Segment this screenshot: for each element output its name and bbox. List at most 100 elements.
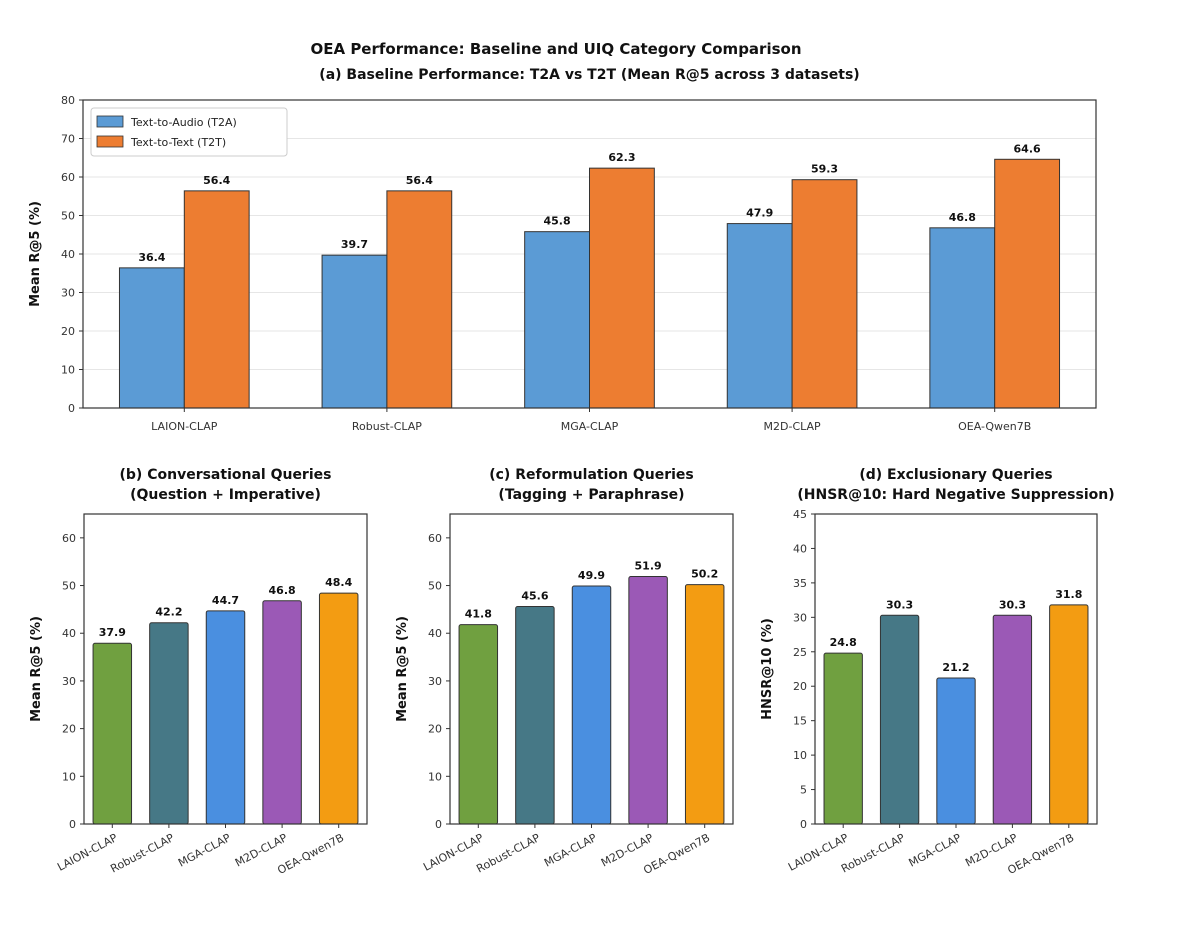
data-label: 48.4 — [325, 576, 352, 589]
data-label: 30.3 — [886, 598, 913, 611]
bar — [929, 227, 996, 409]
bar — [262, 600, 302, 825]
figure-title: OEA Performance: Baseline and UIQ Catego… — [310, 40, 801, 58]
y-tick-label: 40 — [61, 248, 75, 261]
y-tick-label: 40 — [428, 627, 442, 640]
legend-entry: Text-to-Text (T2T) — [130, 136, 226, 149]
data-label: 36.4 — [138, 251, 165, 264]
y-tick-label: 40 — [62, 627, 76, 640]
y-tick-label: 60 — [428, 532, 442, 545]
y-tick-label: 20 — [428, 723, 442, 736]
bar — [149, 622, 189, 825]
y-tick-label: 0 — [800, 818, 807, 831]
y-tick-label: 60 — [61, 171, 75, 184]
bar — [994, 158, 1061, 409]
bar — [1049, 604, 1089, 825]
x-tick-label: MGA-CLAP — [561, 420, 619, 433]
x-tick-label: Robust-CLAP — [108, 831, 176, 876]
plot-frame — [82, 99, 1097, 409]
bar — [458, 624, 499, 825]
data-label: 31.8 — [1055, 588, 1082, 601]
data-label: 56.4 — [406, 174, 433, 187]
x-tick-label: Robust-CLAP — [352, 420, 422, 433]
bar — [628, 575, 668, 825]
y-tick-label: 80 — [61, 94, 75, 107]
data-label: 62.3 — [608, 151, 635, 164]
y-axis-label: Mean R@5 (%) — [395, 616, 410, 722]
chart-title: (HNSR@10: Hard Negative Suppression) — [797, 487, 1114, 503]
bar — [571, 585, 612, 825]
y-tick-label: 50 — [61, 210, 75, 223]
y-tick-label: 10 — [793, 749, 807, 762]
bar — [524, 231, 591, 409]
plot-frame — [814, 513, 1098, 825]
y-tick-label: 30 — [61, 287, 75, 300]
legend-swatch — [96, 135, 124, 148]
y-tick-label: 30 — [62, 675, 76, 688]
data-label: 59.3 — [811, 163, 838, 176]
data-label: 46.8 — [269, 584, 296, 597]
bar — [118, 267, 185, 409]
data-label: 21.2 — [942, 661, 969, 674]
bar — [589, 167, 655, 409]
y-tick-label: 35 — [793, 577, 807, 590]
y-tick-label: 0 — [69, 818, 76, 831]
bar — [386, 190, 453, 409]
y-axis-label: Mean R@5 (%) — [28, 201, 43, 307]
y-tick-label: 20 — [62, 723, 76, 736]
y-tick-label: 0 — [68, 402, 75, 415]
plot-frame — [449, 513, 734, 825]
chart-title: (c) Reformulation Queries — [489, 467, 694, 483]
y-tick-label: 10 — [62, 770, 76, 783]
bar — [515, 606, 555, 825]
chart-title: (b) Conversational Queries — [120, 467, 332, 483]
bar — [318, 592, 359, 825]
chart-reformulation: (c) Reformulation Queries (Tagging + Para… — [395, 467, 734, 877]
y-tick-label: 70 — [61, 133, 75, 146]
bar — [726, 223, 793, 409]
y-tick-label: 20 — [793, 680, 807, 693]
y-axis-label: HNSR@10 (%) — [760, 618, 775, 720]
x-tick-label: LAION-CLAP — [151, 420, 218, 433]
x-tick-label: M2D-CLAP — [764, 420, 822, 433]
y-tick-label: 50 — [428, 580, 442, 593]
chart-title: (d) Exclusionary Queries — [859, 467, 1052, 483]
data-label: 30.3 — [999, 598, 1026, 611]
x-tick-label: MGA-CLAP — [907, 831, 964, 870]
bar — [321, 254, 388, 409]
chart-conversational: (b) Conversational Queries (Question + Im… — [29, 467, 368, 877]
legend: Text-to-Audio (T2A) Text-to-Text (T2T) — [90, 107, 288, 157]
y-tick-label: 45 — [793, 508, 807, 521]
bar — [205, 610, 246, 825]
data-label: 51.9 — [635, 559, 662, 572]
bar — [183, 190, 250, 409]
y-tick-label: 30 — [793, 611, 807, 624]
y-tick-label: 0 — [435, 818, 442, 831]
data-label: 56.4 — [203, 174, 230, 187]
bar — [992, 614, 1033, 825]
data-label: 64.6 — [1014, 142, 1041, 155]
data-label: 41.8 — [465, 608, 492, 621]
data-label: 50.2 — [691, 568, 718, 581]
data-label: 49.9 — [578, 569, 605, 582]
bar — [92, 642, 133, 825]
y-axis-label: Mean R@5 (%) — [29, 616, 44, 722]
data-label: 46.8 — [949, 211, 976, 224]
x-tick-label: Robust-CLAP — [839, 831, 907, 876]
chart-title: (a) Baseline Performance: T2A vs T2T (Me… — [319, 67, 859, 83]
legend-swatch — [96, 115, 124, 128]
chart-baseline: (a) Baseline Performance: T2A vs T2T (Me… — [28, 67, 1097, 433]
plot-frame — [83, 513, 368, 825]
legend-box — [90, 107, 288, 157]
y-tick-label: 10 — [428, 770, 442, 783]
data-label: 45.8 — [544, 215, 571, 228]
y-tick-label: 40 — [793, 542, 807, 555]
y-tick-label: 25 — [793, 646, 807, 659]
bar — [791, 179, 858, 409]
bar — [823, 652, 863, 825]
data-label: 44.7 — [212, 594, 239, 607]
legend-entry: Text-to-Audio (T2A) — [130, 116, 237, 129]
data-label: 24.8 — [830, 636, 857, 649]
x-tick-label: MGA-CLAP — [542, 831, 599, 870]
data-label: 45.6 — [521, 590, 548, 603]
